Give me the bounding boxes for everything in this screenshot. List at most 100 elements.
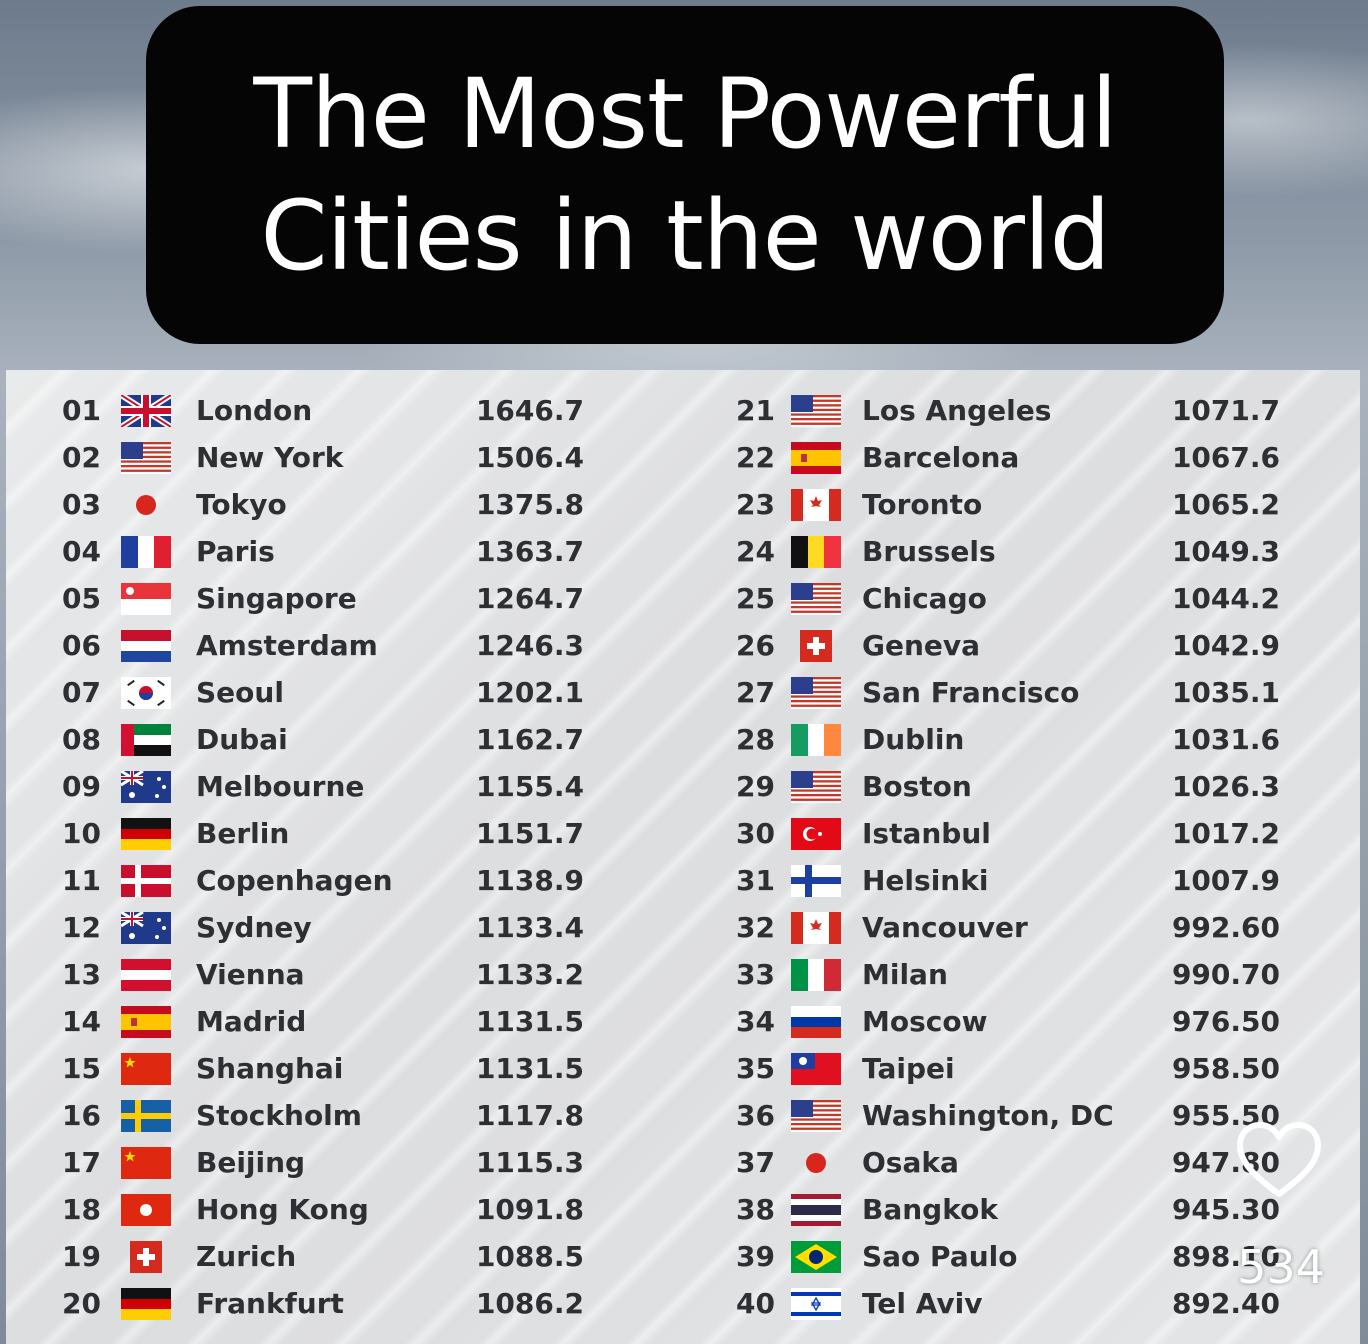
ranking-row: 11 Copenhagen 1138.9 (0, 857, 1368, 904)
power-score: 1138.9 (475, 864, 584, 897)
power-score: 1115.3 (475, 1146, 584, 1179)
title-banner: The Most Powerful Cities in the world (146, 6, 1224, 344)
south-korea-flag-icon (121, 677, 171, 709)
city-name: Istanbul (862, 817, 991, 850)
city-name: Zurich (196, 1240, 297, 1273)
rank-number: 29 (736, 770, 775, 803)
canada-flag-icon (791, 489, 841, 521)
city-name: San Francisco (862, 676, 1080, 709)
ranking-row: 13 Vienna 1133.2 (0, 951, 1368, 998)
rank-number: 30 (736, 817, 775, 850)
rank-number: 33 (736, 958, 775, 991)
ranking-row: 10 Berlin 1151.7 (0, 810, 1368, 857)
ranking-row: 29 Boston 1026.3 (0, 763, 1368, 810)
city-name: Tel Aviv (862, 1287, 983, 1320)
power-score: 1155.4 (475, 770, 584, 803)
city-name: Stockholm (196, 1099, 362, 1132)
canada-flag-icon (791, 912, 841, 944)
rank-number: 38 (736, 1193, 775, 1226)
rank-number: 19 (62, 1240, 101, 1273)
us-flag-icon (791, 395, 841, 427)
ranking-row: 08 Dubai 1162.7 (0, 716, 1368, 763)
denmark-flag-icon (121, 865, 171, 897)
ranking-row: 17 Beijing 1115.3 (0, 1139, 1368, 1186)
ranking-row: 19 Zurich 1088.5 (0, 1233, 1368, 1280)
rank-number: 24 (736, 535, 775, 568)
ranking-row: 14 Madrid 1131.5 (0, 998, 1368, 1045)
rankings-panel (6, 370, 1360, 1344)
rank-number: 04 (62, 535, 101, 568)
city-name: Brussels (862, 535, 996, 568)
power-score: 1162.7 (475, 723, 584, 756)
power-score: 1031.6 (1171, 723, 1280, 756)
power-score: 892.40 (1171, 1287, 1280, 1320)
rank-number: 36 (736, 1099, 775, 1132)
ranking-row: 33 Milan 990.70 (0, 951, 1368, 998)
ranking-row: 07 Seoul 1202.1 (0, 669, 1368, 716)
ranking-row: 24 Brussels 1049.3 (0, 528, 1368, 575)
rank-number: 12 (62, 911, 101, 944)
rank-number: 23 (736, 488, 775, 521)
city-name: Sao Paulo (862, 1240, 1018, 1273)
rank-number: 32 (736, 911, 775, 944)
city-name: Milan (862, 958, 948, 991)
ranking-row: 20 Frankfurt 1086.2 (0, 1280, 1368, 1327)
city-name: Sydney (196, 911, 312, 944)
rank-number: 21 (736, 394, 775, 427)
ranking-row: 34 Moscow 976.50 (0, 998, 1368, 1045)
spain-flag-icon (121, 1006, 171, 1038)
spain-flag-icon (791, 442, 841, 474)
ranking-row: 37 Osaka 947.80 (0, 1139, 1368, 1186)
city-name: New York (196, 441, 344, 474)
uk-flag-icon (119, 392, 173, 430)
city-name: Vienna (196, 958, 305, 991)
like-count: 534 (1237, 1240, 1325, 1294)
rank-number: 22 (736, 441, 775, 474)
ranking-row: 23 Toronto 1065.2 (0, 481, 1368, 528)
city-name: Frankfurt (196, 1287, 344, 1320)
ranking-row: 40 Tel Aviv 892.40 (0, 1280, 1368, 1327)
ranking-row: 02 New York 1506.4 (0, 434, 1368, 481)
city-name: Taipei (862, 1052, 955, 1085)
china-flag-icon (121, 1147, 171, 1179)
heart-icon[interactable] (1234, 1120, 1324, 1200)
power-score: 1151.7 (475, 817, 584, 850)
rank-number: 28 (736, 723, 775, 756)
city-name: Geneva (862, 629, 981, 662)
austria-flag-icon (121, 959, 171, 991)
city-name: Seoul (196, 676, 284, 709)
city-name: Paris (196, 535, 275, 568)
italy-flag-icon (791, 959, 841, 991)
germany-flag-icon (121, 1288, 171, 1320)
rank-number: 17 (62, 1146, 101, 1179)
ranking-row: 39 Sao Paulo 898.10 (0, 1233, 1368, 1280)
china-flag-icon (121, 1053, 171, 1085)
israel-flag-icon (791, 1288, 841, 1320)
power-score: 1067.6 (1171, 441, 1280, 474)
power-score: 1117.8 (475, 1099, 584, 1132)
city-name: Shanghai (196, 1052, 344, 1085)
ranking-row: 22 Barcelona 1067.6 (0, 434, 1368, 481)
rank-number: 26 (736, 629, 775, 662)
hong-kong-flag-icon (121, 1194, 171, 1226)
city-name: Dubai (196, 723, 288, 756)
switzerland-flag-icon (791, 630, 841, 662)
ranking-row: 06 Amsterdam 1246.3 (0, 622, 1368, 669)
ranking-row: 01 London 1646.7 (0, 387, 1368, 434)
ranking-row: 12 Sydney 1133.4 (0, 904, 1368, 951)
ranking-row: 36 Washington, DC 955.50 (0, 1092, 1368, 1139)
city-name: Bangkok (862, 1193, 998, 1226)
ranking-row: 04 Paris 1363.7 (0, 528, 1368, 575)
switzerland-flag-icon (121, 1241, 171, 1273)
rank-number: 31 (736, 864, 775, 897)
power-score: 958.50 (1171, 1052, 1280, 1085)
singapore-flag-icon (121, 583, 171, 615)
power-score: 1133.4 (475, 911, 584, 944)
rank-number: 07 (62, 676, 101, 709)
rank-number: 16 (62, 1099, 101, 1132)
power-score: 1007.9 (1171, 864, 1280, 897)
power-score: 1065.2 (1171, 488, 1280, 521)
city-name: Washington, DC (862, 1099, 1114, 1132)
rank-number: 02 (62, 441, 101, 474)
ranking-row: 26 Geneva 1042.9 (0, 622, 1368, 669)
